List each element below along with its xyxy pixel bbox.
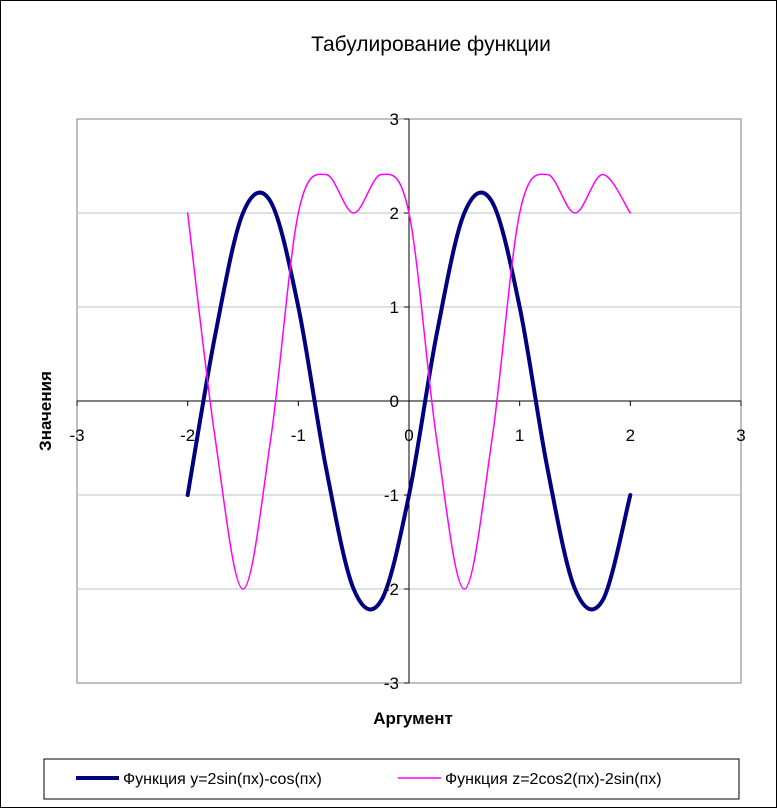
y-tick-label: 3 bbox=[390, 110, 399, 129]
y-tick-label: -3 bbox=[384, 674, 399, 693]
y-tick-label: -1 bbox=[384, 486, 399, 505]
x-tick-label: 1 bbox=[515, 426, 524, 445]
plot-area: -3 -2 -1 0 1 2 3 -3 -2 -1 0 1 2 3 bbox=[69, 110, 745, 693]
y-tick-label: 2 bbox=[390, 204, 399, 223]
y-tick-label: -2 bbox=[384, 580, 399, 599]
x-axis-title: Аргумент bbox=[373, 709, 453, 728]
x-tick-label: 0 bbox=[404, 426, 413, 445]
y-tick-label: 1 bbox=[390, 298, 399, 317]
y-axis-title: Значения bbox=[36, 371, 55, 451]
tick-labels: -3 -2 -1 0 1 2 3 -3 -2 -1 0 1 2 3 bbox=[69, 110, 745, 693]
y-tick-label: 0 bbox=[390, 392, 399, 411]
legend-label-z: Функция z=2cos2(пx)-2sin(пx) bbox=[445, 771, 662, 788]
chart-title: Табулирование функции bbox=[311, 33, 551, 56]
x-tick-label: -1 bbox=[291, 426, 306, 445]
legend-label-y: Функция y=2sin(пx)-cos(пx) bbox=[123, 771, 322, 788]
series bbox=[185, 173, 633, 612]
legend: Функция y=2sin(пx)-cos(пx) Функция z=2co… bbox=[43, 758, 740, 800]
x-tick-label: -3 bbox=[69, 426, 84, 445]
x-tick-label: 3 bbox=[736, 426, 745, 445]
x-tick-label: 2 bbox=[626, 426, 635, 445]
series-line-1 bbox=[186, 173, 632, 590]
series-line-0 bbox=[185, 190, 633, 612]
legend-box bbox=[43, 758, 740, 800]
x-tick-label: -2 bbox=[180, 426, 195, 445]
